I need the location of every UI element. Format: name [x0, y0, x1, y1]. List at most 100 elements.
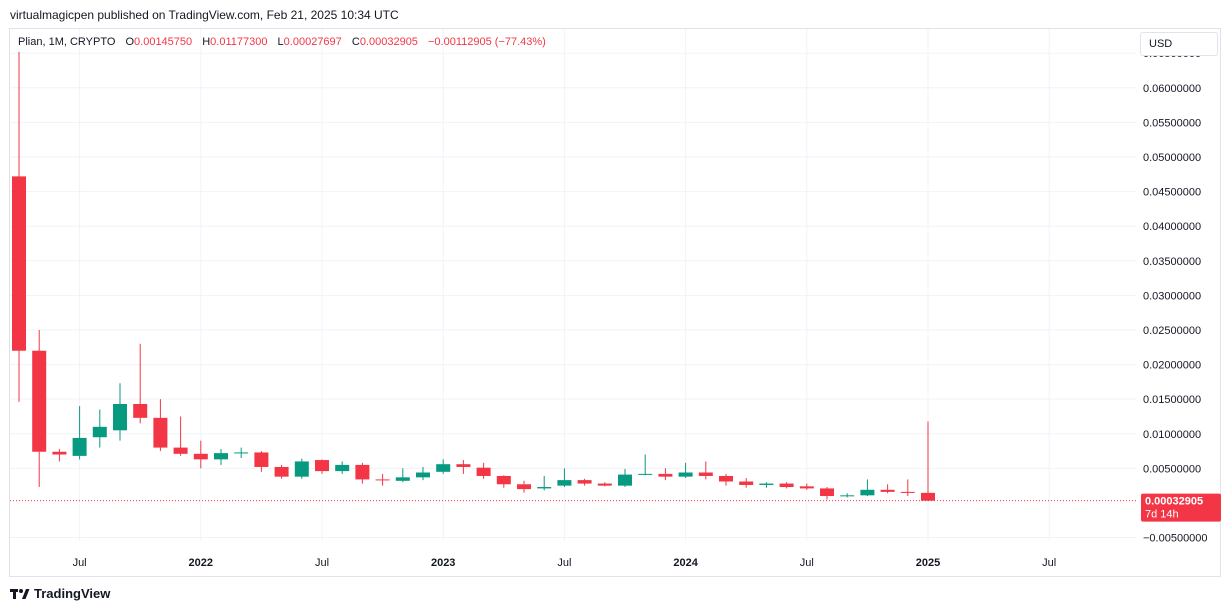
candle	[335, 461, 350, 474]
candle	[153, 399, 168, 452]
y-tick-label: 0.02000000	[1143, 360, 1201, 372]
candle	[880, 484, 895, 494]
candle-body	[92, 426, 107, 438]
candle	[12, 51, 26, 402]
candle-body	[597, 483, 612, 486]
candle-body	[557, 480, 572, 486]
candle-body	[436, 464, 451, 472]
last-price-value: 0.00032905	[1145, 496, 1203, 508]
candle-body	[335, 464, 350, 472]
candle-body	[759, 483, 774, 485]
candle-body	[315, 460, 329, 472]
candle-body	[537, 487, 552, 489]
candle	[517, 480, 531, 493]
ohlc-legend: Plian, 1M, CRYPTO O0.00145750 H0.0117730…	[18, 36, 546, 48]
x-tick-label: 2022	[189, 557, 213, 569]
y-tick-label: 0.02500000	[1143, 325, 1201, 337]
legend-low-value: 0.00027697	[283, 36, 342, 48]
x-tick-label: 2023	[431, 557, 455, 569]
candle-body	[456, 464, 471, 467]
candle-body	[921, 492, 935, 501]
candle-body	[638, 473, 653, 475]
candle-body	[254, 452, 269, 467]
legend-open-value: 0.00145750	[134, 36, 193, 48]
candle	[678, 462, 693, 479]
y-tick-label: 0.03000000	[1143, 290, 1201, 302]
y-tick-label: 0.05000000	[1143, 152, 1201, 164]
legend-high-label: H	[202, 36, 211, 48]
tradingview-brand: TradingView	[34, 586, 111, 601]
y-tick-label: 0.03500000	[1143, 256, 1201, 268]
candle	[779, 482, 794, 489]
candle	[395, 468, 410, 483]
x-tick-label: Jul	[557, 557, 571, 569]
legend-low-label: L	[277, 36, 284, 48]
candle	[72, 406, 87, 460]
candle-body	[173, 447, 188, 454]
candle	[92, 409, 107, 448]
candle-body	[719, 475, 733, 482]
candle-body	[476, 467, 491, 476]
y-axis[interactable]: 0.065000000.060000000.055000000.05000000…	[1143, 48, 1208, 544]
candle-body	[375, 479, 390, 481]
candle	[254, 451, 269, 472]
candle	[234, 447, 249, 458]
candle	[375, 473, 390, 486]
candle-body	[618, 474, 632, 486]
candle	[799, 483, 814, 490]
candle	[173, 416, 188, 456]
candles	[12, 51, 935, 502]
candle-body	[32, 350, 47, 452]
candle	[618, 469, 632, 488]
currency-selector[interactable]: USD	[1140, 32, 1218, 56]
grid-lines	[10, 29, 1136, 541]
candle	[193, 440, 208, 469]
candle-body	[294, 461, 309, 477]
x-tick-label: Jul	[800, 557, 814, 569]
candle	[658, 468, 673, 481]
x-tick-label: 2025	[916, 557, 940, 569]
candle	[32, 329, 47, 488]
candle-body	[395, 477, 410, 481]
candle	[820, 487, 834, 500]
candle	[436, 459, 451, 474]
x-tick-label: Jul	[73, 557, 87, 569]
x-tick-label: Jul	[1042, 557, 1056, 569]
tradingview-logo[interactable]: TradingView	[10, 586, 110, 601]
candle-body	[193, 453, 208, 460]
candle-body	[133, 404, 148, 418]
candle-body	[739, 481, 754, 485]
candle	[214, 448, 228, 465]
candle	[597, 482, 612, 487]
candle-body	[355, 464, 370, 480]
candle	[900, 479, 915, 497]
y-tick-label: 0.04000000	[1143, 221, 1201, 233]
candle-body	[416, 472, 430, 478]
y-tick-label: 0.04500000	[1143, 187, 1201, 199]
candle-body	[72, 437, 87, 456]
candle	[294, 458, 309, 479]
candle	[698, 461, 713, 480]
candle-body	[214, 453, 228, 460]
candle	[860, 479, 875, 497]
y-tick-label: 0.06000000	[1143, 83, 1201, 95]
last-price-tag-box	[1141, 493, 1221, 522]
legend-change: −0.00112905 (−77.43%)	[428, 36, 546, 48]
y-tick-label: −0.00500000	[1143, 533, 1208, 545]
candle-body	[840, 495, 855, 497]
candle	[739, 478, 754, 488]
candle-body	[577, 480, 592, 484]
legend-close-label: C	[351, 36, 360, 48]
candle-body	[153, 417, 168, 448]
candle	[759, 482, 774, 488]
candle	[274, 464, 289, 479]
candle	[921, 421, 935, 502]
candle-body	[779, 483, 794, 488]
x-axis[interactable]: Jul 2022 Jul 2023 Jul 2024 Jul 2025 Jul	[73, 557, 1057, 569]
candle	[496, 475, 511, 488]
candle-body	[52, 451, 67, 455]
candle-body	[274, 466, 289, 477]
candle-body	[860, 489, 875, 496]
